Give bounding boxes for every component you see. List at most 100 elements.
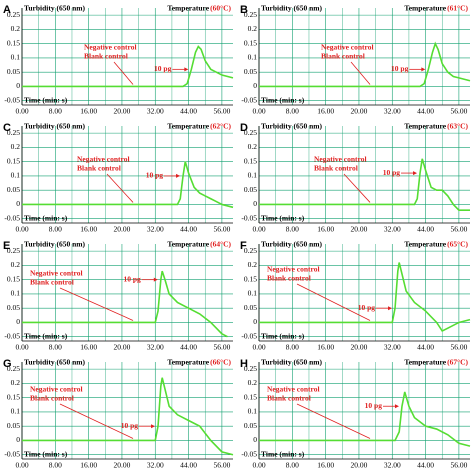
x-tick-label: 8.00	[49, 225, 62, 234]
annotation: Negative control	[321, 43, 374, 52]
x-tick-label: 16.00	[317, 107, 334, 116]
x-tick-label: 20.00	[114, 225, 131, 234]
x-tick-label: 0.00	[252, 107, 265, 116]
x-tick-label: 16.00	[317, 461, 334, 470]
y-tick-label: 0.05	[7, 421, 20, 430]
x-tick-label: 20.00	[114, 107, 131, 116]
y-tick-label: -0.05	[4, 213, 20, 222]
x-tick-label: 32.00	[147, 225, 164, 234]
y-tick-label: 0.05	[244, 421, 257, 430]
annotation-arrow	[113, 61, 134, 85]
x-axis-label: Time (min: s)	[24, 96, 68, 105]
temperature-value: (62°C)	[210, 122, 231, 131]
y-tick-label: 0.1	[248, 289, 258, 298]
y-tick-label: -0.05	[241, 95, 257, 104]
annotation: Blank control	[314, 164, 358, 173]
turbidity-line	[259, 158, 470, 211]
temperature-value: (64°C)	[210, 240, 231, 249]
y-tick-label: 0	[253, 81, 257, 90]
panel-letter: H	[240, 358, 248, 370]
y-tick-label: -0.05	[241, 213, 257, 222]
y-tick-label: 0.25	[7, 10, 20, 19]
y-tick-label: 0	[16, 435, 20, 444]
annotation-arrow	[59, 287, 134, 321]
turbidity-line	[259, 262, 471, 333]
temperature-label: Temperature	[167, 240, 209, 249]
annotation: Blank control	[267, 394, 311, 403]
temperature-value: (61°C)	[447, 4, 468, 13]
x-tick-label: 20.00	[351, 225, 368, 234]
series-label-arrowhead	[413, 171, 418, 176]
y-tick-label: 0.2	[11, 260, 21, 269]
x-tick-label: 44.00	[180, 461, 197, 470]
x-tick-label: 0.00	[15, 343, 28, 352]
x-tick-label: 32.00	[384, 461, 401, 470]
x-tick-label: 44.00	[417, 225, 434, 234]
y-tick-label: 0.05	[7, 303, 20, 312]
x-tick-label: 16.00	[80, 225, 97, 234]
x-tick-label: 8.00	[286, 461, 299, 470]
panel-letter: D	[240, 122, 248, 134]
y-tick-label: 0.25	[244, 10, 257, 19]
y-tick-label: 0	[16, 317, 20, 326]
chart-title: Turbidity (650 nm)	[24, 4, 85, 13]
series-label: 10 pg	[383, 168, 401, 177]
x-tick-label: 44.00	[417, 461, 434, 470]
chart-title: Turbidity (650 nm)	[24, 358, 85, 367]
y-tick-label: -0.05	[4, 331, 20, 340]
x-axis-label: Time (min: s)	[24, 214, 68, 223]
panel-letter: C	[3, 122, 11, 134]
y-tick-label: -0.05	[4, 95, 20, 104]
x-tick-label: 16.00	[80, 461, 97, 470]
y-tick-label: 0.15	[244, 392, 257, 401]
series-label: 10 pg	[124, 274, 142, 283]
x-tick-label: 56.00	[213, 225, 230, 234]
temperature-value: (65°C)	[447, 240, 468, 249]
y-tick-label: 0.2	[11, 142, 21, 151]
x-tick-label: 16.00	[317, 343, 334, 352]
y-tick-label: 0.2	[11, 24, 21, 33]
y-tick-label: 0	[16, 81, 20, 90]
x-tick-label: 56.00	[450, 107, 467, 116]
series-label-arrowhead	[184, 67, 189, 72]
y-tick-label: 0.1	[11, 53, 21, 62]
x-tick-label: 32.00	[147, 107, 164, 116]
series-label-arrowhead	[153, 277, 158, 282]
annotation: Negative control	[84, 43, 137, 52]
annotation-arrow	[296, 403, 371, 439]
series-label-arrowhead	[421, 67, 426, 72]
y-tick-label: 0.2	[248, 142, 258, 151]
x-tick-label: 16.00	[317, 225, 334, 234]
turbidity-line	[259, 391, 471, 447]
x-tick-label: 8.00	[286, 225, 299, 234]
series-label: 10 pg	[391, 64, 409, 73]
y-tick-label: 0.25	[244, 246, 257, 255]
y-tick-label: 0.15	[7, 38, 20, 47]
x-tick-label: 8.00	[286, 343, 299, 352]
annotation-arrow	[296, 283, 371, 321]
series-label: 10 pg	[154, 64, 172, 73]
annotation-arrow	[343, 173, 371, 203]
panel-letter: B	[240, 4, 248, 16]
y-tick-label: -0.05	[241, 449, 257, 458]
annotation: Blank control	[30, 394, 74, 403]
y-tick-label: 0.05	[7, 67, 20, 76]
annotation-arrow	[350, 61, 371, 85]
temperature-label: Temperature	[167, 122, 209, 131]
y-tick-label: 0.15	[244, 156, 257, 165]
y-tick-label: 0	[253, 317, 257, 326]
x-tick-label: 32.00	[384, 107, 401, 116]
temperature-value: (63°C)	[447, 122, 468, 131]
x-tick-label: 20.00	[351, 461, 368, 470]
y-tick-label: 0.25	[7, 128, 20, 137]
y-tick-label: -0.05	[241, 331, 257, 340]
y-tick-label: 0.1	[11, 407, 21, 416]
chart-title: Turbidity (650 nm)	[261, 358, 322, 367]
x-tick-label: 44.00	[417, 343, 434, 352]
x-tick-label: 0.00	[15, 225, 28, 234]
x-tick-label: 44.00	[180, 343, 197, 352]
x-tick-label: 56.00	[213, 461, 230, 470]
y-tick-label: 0.1	[248, 171, 258, 180]
temperature-label: Temperature	[404, 358, 446, 367]
